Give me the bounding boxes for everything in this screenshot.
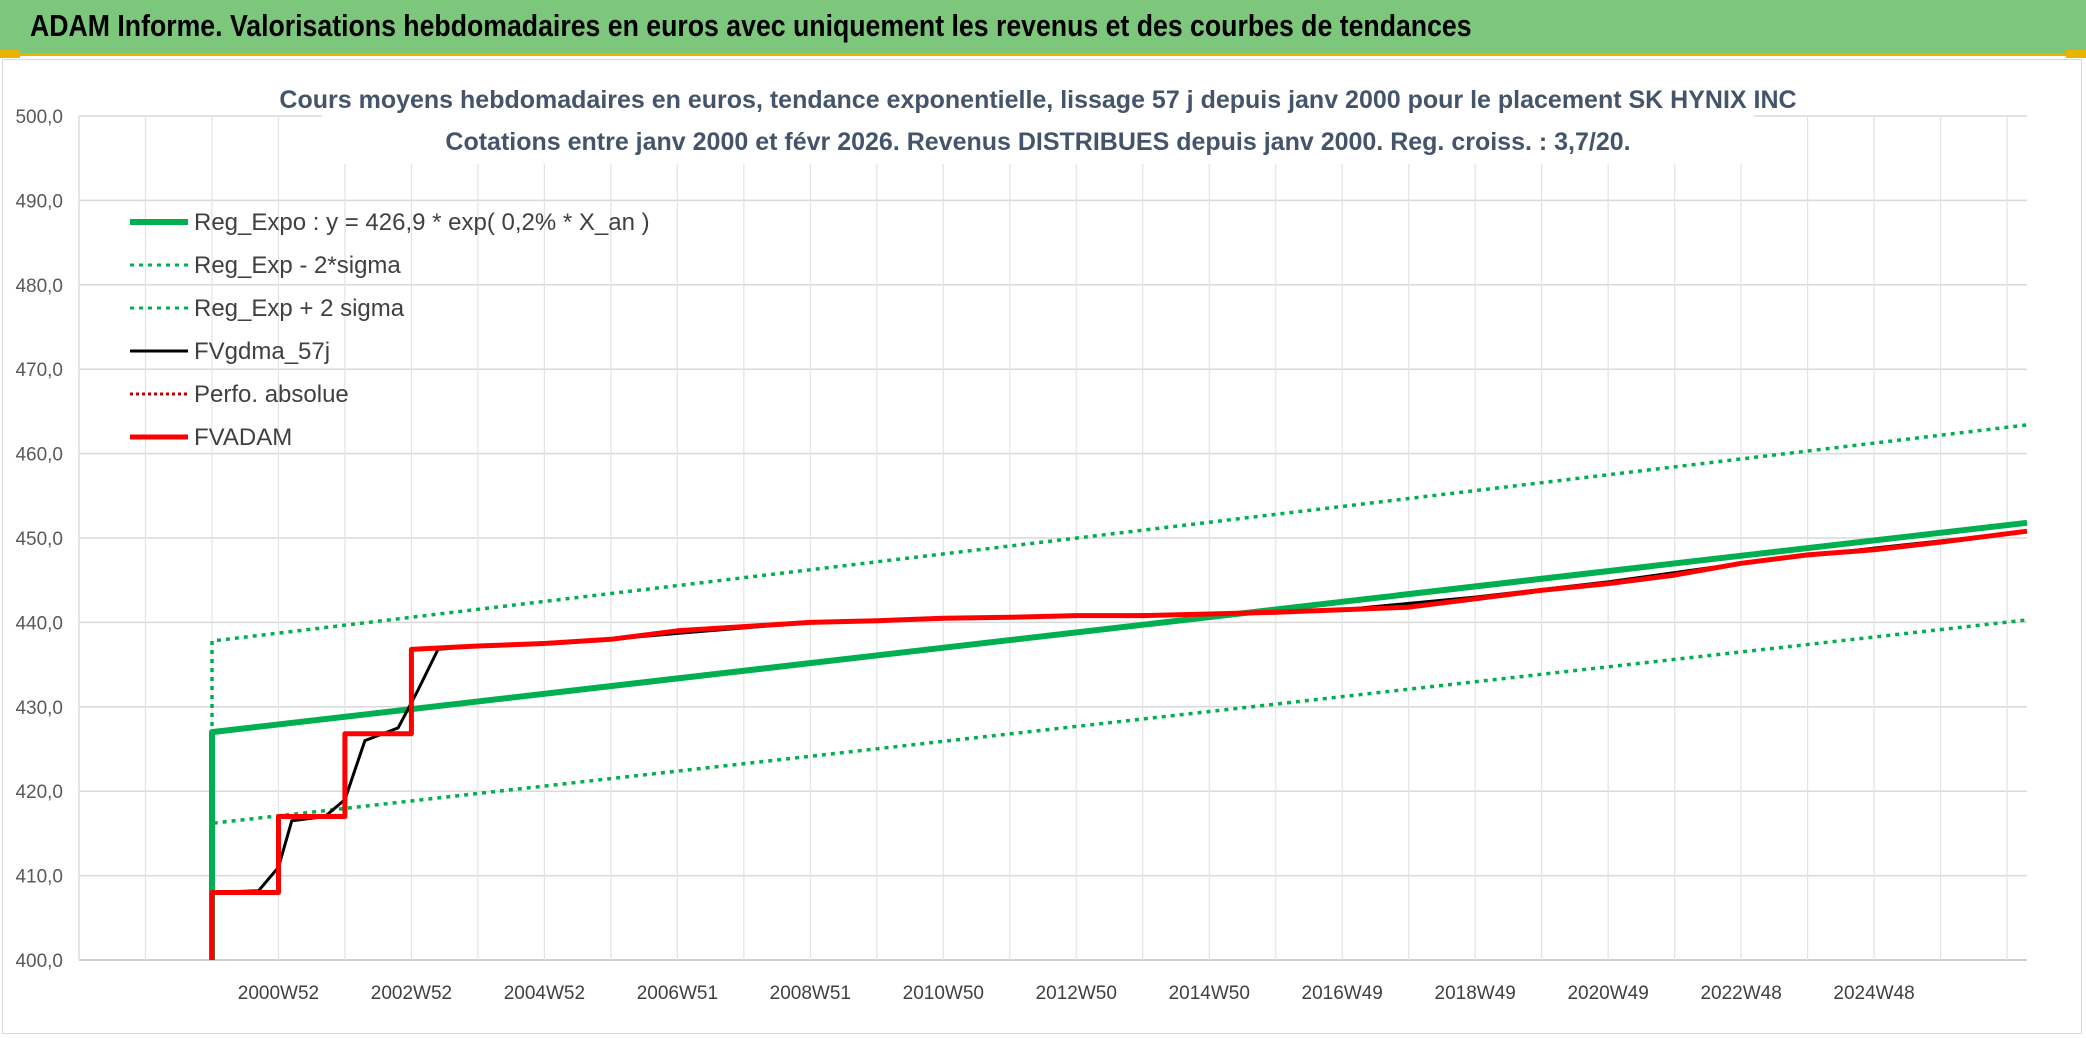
- x-tick-label: 2014W50: [1169, 983, 1250, 1004]
- y-tick-label: 500,0: [15, 107, 63, 128]
- x-tick-label: 2020W49: [1567, 983, 1648, 1004]
- x-tick-label: 2012W50: [1036, 983, 1117, 1004]
- y-tick-label: 480,0: [15, 276, 63, 297]
- series-line: [209, 528, 2028, 960]
- legend-label: FVADAM: [194, 424, 292, 451]
- x-tick-label: 2002W52: [371, 983, 452, 1004]
- y-tick-label: 490,0: [15, 191, 63, 212]
- y-tick-label: 440,0: [15, 613, 63, 634]
- x-tick-label: 2010W50: [903, 983, 984, 1004]
- x-tick-label: 2024W48: [1833, 983, 1914, 1004]
- header-banner: ADAM Informe. Valorisations hebdomadaire…: [0, 0, 2086, 56]
- chart-title: Cours moyens hebdomadaires en euros, ten…: [279, 86, 1796, 114]
- x-tick-label: 2018W49: [1435, 983, 1516, 1004]
- y-tick-label: 450,0: [15, 529, 63, 550]
- x-tick-label: 2022W48: [1700, 983, 1781, 1004]
- series-line: [211, 532, 2008, 894]
- series-line: [210, 423, 2028, 825]
- series-line: [210, 618, 2028, 876]
- series-line: [209, 519, 2028, 960]
- x-tick-label: 2016W49: [1302, 983, 1383, 1004]
- series-lines: [209, 423, 2028, 960]
- chart-frame: [2, 59, 2082, 1034]
- page-title: ADAM Informe. Valorisations hebdomadaire…: [30, 8, 1472, 43]
- chart-subtitle: Cotations entre janv 2000 et févr 2026. …: [445, 128, 1630, 156]
- x-tick-label: 2008W51: [770, 983, 851, 1004]
- y-tick-label: 430,0: [15, 698, 63, 719]
- x-tick-label: 2000W52: [238, 983, 319, 1004]
- legend-label: Reg_Exp + 2 sigma: [194, 295, 405, 322]
- x-tick-label: 2006W51: [637, 983, 718, 1004]
- legend-label: Reg_Expo : y = 426,9 * exp( 0,2% * X_an …: [194, 209, 650, 236]
- title-background: [322, 72, 1754, 164]
- y-tick-label: 400,0: [15, 951, 63, 972]
- y-tick-label: 470,0: [15, 360, 63, 381]
- y-tick-label: 460,0: [15, 445, 63, 466]
- y-tick-label: 420,0: [15, 782, 63, 803]
- x-tick-label: 2004W52: [504, 983, 585, 1004]
- legend-label: FVgdma_57j: [194, 338, 330, 365]
- legend-label: Reg_Exp - 2*sigma: [194, 252, 401, 279]
- horizontal-gridlines: [79, 115, 2027, 961]
- legend: Reg_Expo : y = 426,9 * exp( 0,2% * X_an …: [130, 209, 650, 451]
- x-axis-ticks: 2000W52 2002W52 2004W52 2006W51 2008W51 2010W…: [238, 983, 1915, 1004]
- y-tick-label: 410,0: [15, 867, 63, 888]
- legend-label: Perfo. absolue: [194, 381, 349, 408]
- banner-corner-left: [0, 50, 20, 58]
- banner-corner-right: [2066, 50, 2086, 58]
- y-axis-ticks: 400,0 410,0 420,0 430,0 440,0 450,0 460,0 470,0…: [15, 107, 63, 972]
